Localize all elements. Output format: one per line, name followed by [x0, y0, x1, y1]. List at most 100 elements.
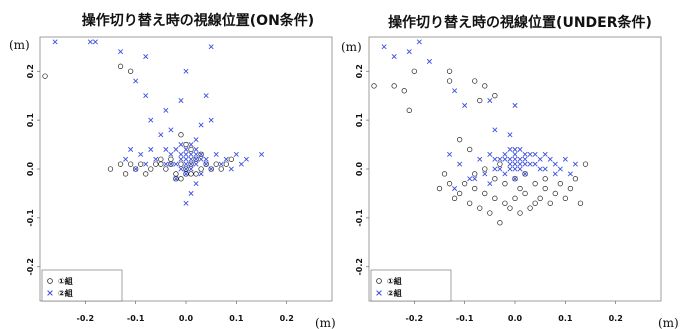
data-point-x	[188, 161, 194, 167]
x-tick-label: 0.1	[558, 314, 573, 323]
data-point-x	[173, 176, 179, 182]
data-point-x	[492, 156, 498, 162]
data-point-x	[467, 176, 473, 182]
data-point-x	[477, 156, 483, 162]
data-point-x	[502, 156, 508, 162]
data-point-circle	[492, 93, 498, 99]
data-point-circle	[228, 156, 234, 162]
data-point-x	[512, 151, 518, 157]
y-tick-label: 0.0	[355, 161, 364, 176]
data-point-x	[163, 146, 169, 152]
data-point-circle	[183, 141, 189, 148]
data-point-x	[517, 146, 523, 152]
data-point-x	[507, 166, 513, 172]
data-point-x	[512, 176, 518, 182]
data-point-circle	[542, 185, 548, 192]
data-point-x	[208, 166, 214, 172]
data-point-x	[168, 161, 174, 167]
data-point-x	[472, 176, 478, 182]
data-point-x	[203, 93, 209, 99]
data-point-x	[512, 102, 518, 108]
y-tick-label: 0.1	[26, 113, 35, 128]
data-point-circle	[218, 166, 224, 172]
data-point-x	[426, 58, 432, 64]
data-point-x	[512, 161, 518, 167]
data-point-x	[482, 171, 488, 177]
data-point-circle	[158, 161, 164, 167]
data-point-circle	[577, 200, 584, 206]
data-point-x	[507, 161, 513, 167]
data-point-circle	[446, 181, 453, 187]
data-point-x	[522, 171, 528, 177]
legend-circle-marker	[47, 278, 53, 284]
data-point-circle	[507, 205, 513, 211]
data-point-circle	[512, 195, 518, 201]
data-point-circle	[198, 166, 204, 172]
data-point-x	[203, 161, 209, 167]
data-point-circle	[502, 181, 508, 187]
data-point-circle	[532, 200, 538, 206]
data-point-circle	[517, 210, 523, 216]
data-point-x	[391, 54, 397, 60]
data-point-circle	[193, 171, 199, 177]
data-point-circle	[472, 171, 478, 177]
data-point-x	[512, 146, 518, 152]
data-point-x	[183, 68, 189, 74]
data-point-x	[193, 137, 199, 143]
data-point-circle	[148, 166, 154, 172]
data-point-circle	[158, 156, 164, 162]
data-point-x	[507, 132, 513, 138]
data-point-circle	[122, 171, 129, 177]
data-point-x	[208, 117, 214, 123]
data-point-x	[228, 166, 234, 172]
data-point-x	[183, 200, 189, 206]
data-point-circle	[138, 161, 144, 167]
data-point-x	[193, 151, 199, 157]
data-point-circle	[178, 132, 184, 138]
data-point-x	[233, 151, 239, 157]
data-point-x	[527, 161, 533, 167]
y-tick-label: 0.2	[355, 64, 364, 78]
data-point-x	[193, 146, 199, 152]
data-point-x	[183, 166, 189, 172]
axis-ticks: -0.2 -0.1 0.0 0.1 0.2 -0.2 -0.1 0.0 0.1 0.2	[355, 64, 623, 323]
data-point-circle	[532, 181, 538, 187]
data-point-x	[512, 166, 518, 172]
data-point-circle	[512, 176, 518, 182]
data-point-x	[258, 151, 265, 157]
axis-ticks: -0.2 -0.1 0.0 0.1 0.2 -0.2 -0.1 0.0 0.1 0.2	[26, 64, 294, 323]
legend: ①組 ②組	[370, 269, 452, 302]
data-point-x	[118, 49, 124, 55]
legend-entry-2: ②組	[387, 288, 402, 298]
data-point-circle	[178, 176, 184, 182]
data-point-circle	[547, 200, 553, 206]
data-point-x	[487, 98, 493, 104]
data-point-circle	[527, 205, 533, 211]
data-point-x	[178, 142, 184, 148]
data-point-x	[527, 151, 533, 157]
chart-title: 操作切り替え時の視線位置(UNDER条件)	[388, 14, 652, 31]
legend: ①組 ②組	[41, 269, 123, 302]
x-tick-label: 0.0	[508, 314, 523, 323]
data-point-x	[223, 156, 229, 162]
data-point-x	[163, 161, 169, 167]
data-point-x	[188, 156, 194, 162]
data-points	[42, 39, 265, 206]
y-tick-label: 0.1	[355, 113, 364, 128]
data-point-circle	[406, 107, 412, 113]
legend-box	[41, 269, 123, 302]
legend-entry-1: ①組	[387, 276, 402, 286]
data-point-x	[173, 146, 179, 152]
data-point-circle	[472, 78, 478, 84]
data-point-circle	[572, 176, 579, 182]
data-point-x	[163, 107, 169, 113]
data-point-circle	[391, 83, 397, 89]
data-point-circle	[401, 88, 407, 94]
legend-x-marker	[376, 290, 382, 296]
data-point-x	[198, 156, 204, 162]
y-tick-label: -0.1	[26, 209, 35, 227]
data-point-x	[567, 171, 573, 177]
data-point-circle	[477, 97, 483, 104]
data-point-circle	[497, 161, 503, 167]
data-point-x	[517, 166, 523, 172]
